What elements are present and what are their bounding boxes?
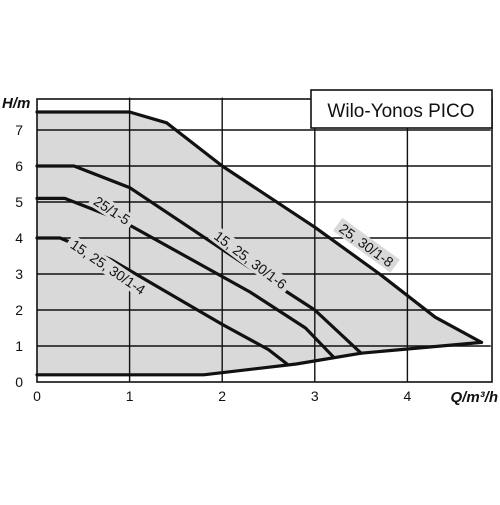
y-tick-label: 1 xyxy=(15,338,23,354)
chart-title: Wilo-Yonos PICO xyxy=(327,101,474,122)
y-axis-label: H/m xyxy=(2,95,30,112)
x-tick-label: 1 xyxy=(126,388,134,404)
curve-2 xyxy=(35,164,363,355)
curve-label-bg xyxy=(207,225,293,295)
x-tick-label: 3 xyxy=(311,388,319,404)
y-tick-label: 0 xyxy=(15,374,23,390)
y-tick-label: 4 xyxy=(15,230,23,246)
curve-label-bg xyxy=(332,217,400,273)
y-tick-label: 6 xyxy=(15,158,23,174)
x-axis-label: Q/m³/h xyxy=(451,389,499,406)
x-tick-label: 2 xyxy=(218,388,226,404)
x-tick-label: 0 xyxy=(33,388,41,404)
title-box xyxy=(310,89,493,129)
axis-ticks: 0 1 2 3 4 0 1 2 3 4 5 6 7 xyxy=(15,122,411,404)
curve-4 xyxy=(35,236,289,366)
operating-area xyxy=(37,112,482,375)
y-tick-label: 5 xyxy=(15,194,23,210)
y-tick-label: 2 xyxy=(15,302,23,318)
curve-3 xyxy=(35,196,335,359)
y-tick-label: 3 xyxy=(15,266,23,282)
performance-curves xyxy=(35,110,484,377)
curve-1 xyxy=(35,110,484,344)
y-tick-label: 7 xyxy=(15,122,23,138)
plot-frame xyxy=(36,98,493,383)
x-tick-label: 4 xyxy=(404,388,412,404)
min-speed-curve xyxy=(35,340,484,377)
curve-label-bg xyxy=(87,190,137,231)
curve-label-bg xyxy=(64,233,152,301)
